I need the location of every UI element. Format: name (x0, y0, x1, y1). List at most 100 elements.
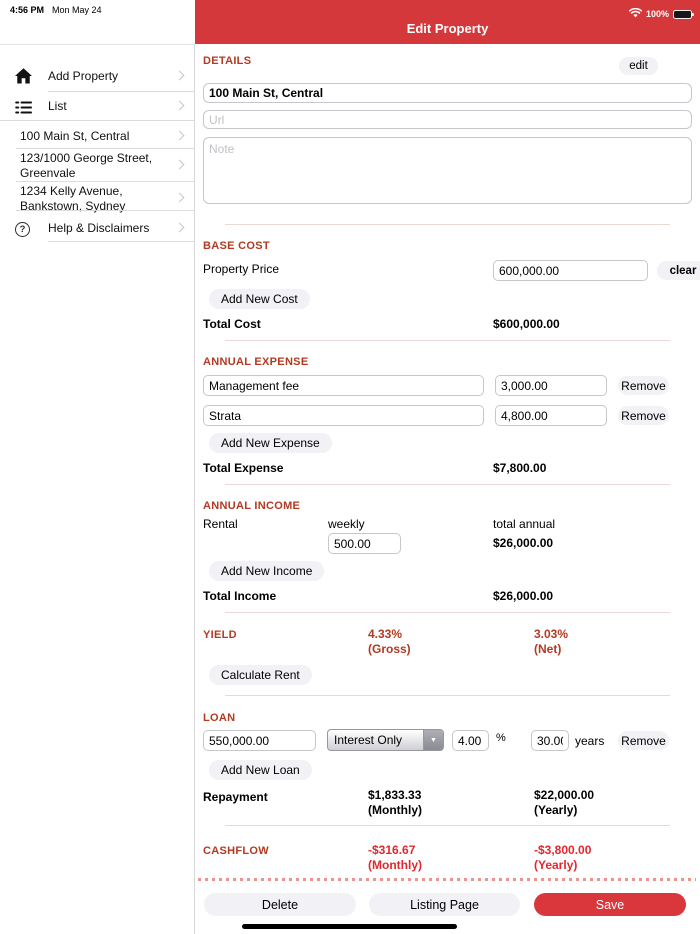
edit-button[interactable]: edit (619, 57, 658, 75)
repayment-yearly-value: $22,000.00 (534, 788, 595, 802)
chevron-right-icon (174, 70, 185, 81)
url-input[interactable] (203, 110, 692, 129)
sidebar-separator (16, 148, 194, 149)
section-divider (225, 612, 670, 613)
clear-button[interactable]: clear (657, 261, 700, 280)
sidebar-item-list[interactable]: List (0, 92, 195, 121)
annual-expense-heading: ANNUAL EXPENSE (203, 356, 309, 368)
details-heading: DETAILS (203, 55, 252, 67)
sidebar-separator (16, 181, 194, 182)
wifi-icon (628, 5, 643, 23)
remove-loan-button[interactable]: Remove (618, 731, 669, 750)
dotted-separator (198, 878, 696, 881)
status-time: 4:56 PM (10, 5, 45, 15)
sidebar-separator (16, 210, 194, 211)
property-price-input[interactable] (493, 260, 648, 281)
sidebar-item-label: List (48, 99, 67, 113)
select-dropdown-arrow-icon: ▼ (423, 730, 443, 750)
loan-heading: LOAN (203, 712, 236, 724)
save-button[interactable]: Save (534, 893, 686, 916)
sidebar-separator (48, 241, 194, 242)
sidebar-item-label: 123/1000 George Street, Greenvale (20, 151, 153, 180)
delete-button[interactable]: Delete (204, 893, 356, 916)
repayment-yearly: $22,000.00 (Yearly) (534, 788, 594, 818)
years-label: years (575, 734, 605, 748)
sidebar-item-label: 1234 Kelly Avenue, Bankstown, Sydney (20, 184, 126, 213)
note-textarea[interactable] (203, 137, 692, 204)
cashflow-heading: CASHFLOW (203, 845, 269, 857)
page-title: Edit Property (406, 21, 489, 36)
yield-net-value: 3.03% (534, 627, 569, 641)
sidebar: Add Property List 100 Main St, Central 1… (0, 44, 195, 934)
percent-label: % (496, 732, 506, 744)
yield-heading: YIELD (203, 629, 237, 641)
property-price-label: Property Price (203, 262, 280, 276)
expense-name-input[interactable] (203, 375, 484, 396)
battery-percent: 100% (645, 9, 669, 19)
sidebar-item-label: Help & Disclaimers (48, 221, 150, 235)
loan-rate-input[interactable] (452, 730, 489, 751)
chevron-right-icon (174, 222, 185, 233)
cashflow-monthly: -$316.67 (Monthly) (368, 843, 422, 873)
chevron-right-icon (174, 159, 185, 170)
battery-icon (673, 9, 694, 19)
sidebar-separator (48, 91, 194, 92)
chevron-right-icon (174, 100, 185, 111)
cashflow-yearly: -$3,800.00 (Yearly) (534, 843, 591, 873)
repayment-monthly-value: $1,833.33 (368, 788, 422, 802)
total-expense-label: Total Expense (203, 461, 284, 475)
cashflow-monthly-value: -$316.67 (368, 843, 416, 857)
home-indicator[interactable] (242, 924, 457, 929)
status-date: Mon May 24 (52, 5, 102, 15)
list-icon (15, 101, 32, 119)
total-annual-label: total annual (493, 517, 556, 531)
loan-amount-input[interactable] (203, 730, 316, 751)
annual-income-heading: ANNUAL INCOME (203, 500, 301, 512)
total-income-label: Total Income (203, 589, 277, 603)
navigation-header: Edit Property 100% (195, 0, 700, 44)
add-new-income-button[interactable]: Add New Income (209, 561, 325, 581)
remove-expense-button[interactable]: Remove (618, 406, 669, 425)
edit-property-panel: DETAILS edit BASE COST Property Price cl… (195, 44, 700, 934)
repayment-label: Repayment (203, 790, 268, 804)
loan-type-value: Interest Only (334, 733, 403, 747)
cashflow-yearly-label: (Yearly) (534, 858, 578, 872)
add-new-cost-button[interactable]: Add New Cost (209, 289, 310, 309)
sidebar-item-add-property[interactable]: Add Property (0, 61, 195, 91)
cashflow-yearly-value: -$3,800.00 (534, 843, 592, 857)
section-divider (225, 224, 670, 225)
sidebar-item-property-2[interactable]: 123/1000 George Street, Greenvale (0, 149, 195, 181)
total-expense-value: $7,800.00 (493, 461, 547, 475)
sidebar-separator (0, 120, 194, 121)
sidebar-item-label: 100 Main St, Central (20, 129, 130, 143)
sidebar-item-property-3[interactable]: 1234 Kelly Avenue, Bankstown, Sydney (0, 182, 195, 214)
section-divider (225, 825, 670, 826)
remove-expense-button[interactable]: Remove (618, 376, 669, 395)
add-new-expense-button[interactable]: Add New Expense (209, 433, 332, 453)
loan-type-select[interactable]: Interest Only ▼ (327, 729, 444, 751)
section-divider (225, 695, 670, 696)
repayment-monthly: $1,833.33 (Monthly) (368, 788, 422, 818)
total-income-value: $26,000.00 (493, 589, 554, 603)
repayment-yearly-label: (Yearly) (534, 803, 578, 817)
sidebar-item-help[interactable]: ? Help & Disclaimers (0, 213, 195, 241)
weekly-rent-input[interactable] (328, 533, 401, 554)
yield-gross: 4.33% (Gross) (368, 627, 411, 657)
expense-amount-input[interactable] (495, 375, 607, 396)
status-bar-right: 100% (628, 5, 694, 23)
add-new-loan-button[interactable]: Add New Loan (209, 760, 312, 780)
expense-name-input[interactable] (203, 405, 484, 426)
yield-gross-label: (Gross) (368, 642, 411, 656)
sidebar-item-label: Add Property (48, 69, 119, 83)
cashflow-monthly-label: (Monthly) (368, 858, 422, 872)
expense-amount-input[interactable] (495, 405, 607, 426)
address-input[interactable] (203, 83, 692, 103)
weekly-label: weekly (328, 517, 365, 531)
yield-net-label: (Net) (534, 642, 562, 656)
repayment-monthly-label: (Monthly) (368, 803, 422, 817)
sidebar-item-property-1[interactable]: 100 Main St, Central (0, 124, 195, 148)
loan-term-input[interactable] (531, 730, 569, 751)
calculate-rent-button[interactable]: Calculate Rent (209, 665, 312, 685)
listing-page-button[interactable]: Listing Page (369, 893, 520, 916)
